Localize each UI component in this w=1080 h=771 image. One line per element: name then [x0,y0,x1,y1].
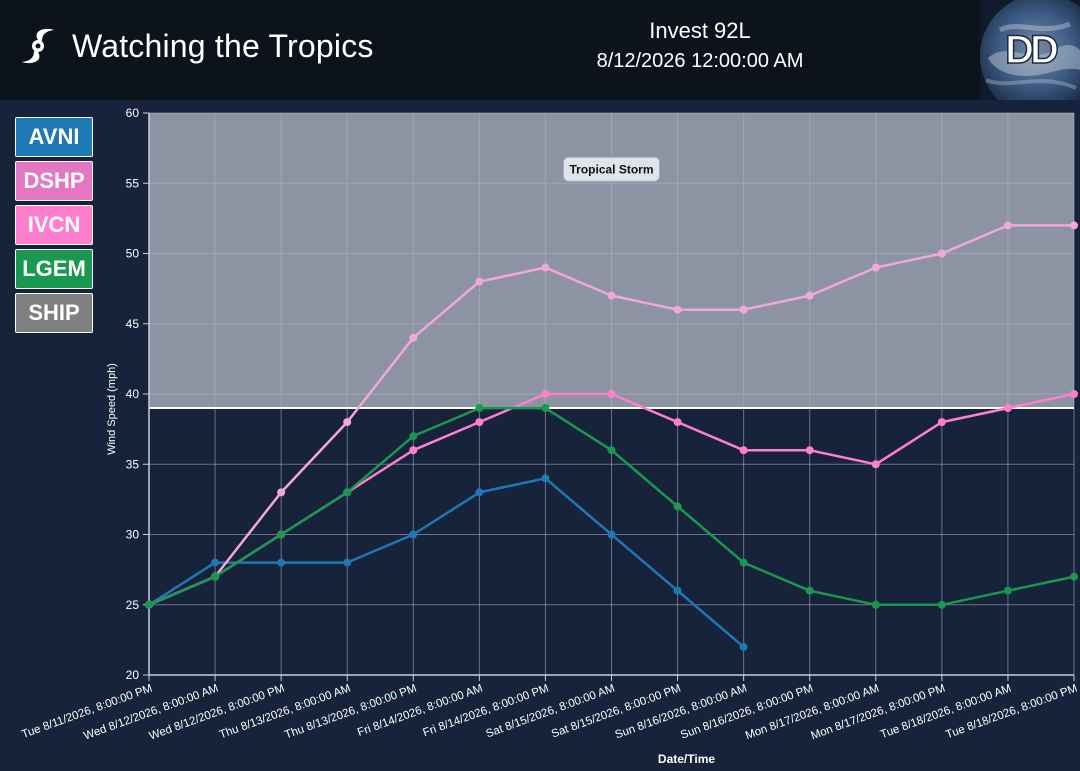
data-point-ivcn [1003,221,1012,230]
data-point-dshp [475,418,484,427]
data-point-avni [541,474,550,483]
data-point-dshp [1003,404,1012,413]
data-point-dshp [607,390,616,398]
brand[interactable]: Watching the Tropics [18,20,374,72]
data-point-avni [739,642,748,651]
data-point-lgem [673,502,682,511]
data-point-ivcn [871,263,880,272]
data-point-ivcn [475,277,484,286]
y-tick-label: 50 [126,247,140,261]
data-point-ivcn [739,305,748,314]
model-legend: AVNI DSHP IVCN LGEM SHIP [15,117,93,337]
data-point-lgem [871,600,880,609]
data-point-ivcn [277,488,286,497]
series-line-avni [148,477,745,648]
data-point-ivcn [673,305,682,314]
storm-info: Invest 92L 8/12/2026 12:00:00 AM [500,18,900,74]
y-axis-title: Wind Speed (mph) [106,363,118,455]
legend-item-ship[interactable]: SHIP [15,293,93,333]
data-point-avni [211,558,220,567]
data-point-ivcn [1070,221,1078,230]
legend-item-ivcn[interactable]: IVCN [15,205,93,245]
data-point-ivcn [541,263,550,272]
legend-item-lgem[interactable]: LGEM [15,249,93,289]
data-point-avni [409,530,418,539]
tropical-storm-label-box [563,156,660,182]
logo-letters: DD [1005,28,1058,72]
data-point-lgem [805,586,814,595]
y-tick-label: 30 [126,528,140,542]
data-point-lgem [211,572,220,581]
data-point-lgem [343,488,352,497]
data-point-avni [607,530,616,539]
data-point-lgem [937,600,946,609]
data-point-lgem [607,446,616,455]
data-point-dshp [805,446,814,455]
data-point-ivcn [805,291,814,300]
tropical-storm-label: Tropical Storm [569,163,653,177]
y-tick-label: 20 [126,668,140,682]
storm-time: 8/12/2026 12:00:00 AM [596,50,804,72]
data-point-lgem [541,404,550,413]
storm-name: Invest 92L [649,18,751,43]
data-point-avni [343,558,352,567]
data-point-ivcn [409,333,418,342]
y-tick-label: 45 [126,317,140,331]
data-point-lgem [739,558,748,567]
data-point-avni [475,488,484,497]
data-point-ivcn [937,249,946,258]
data-point-lgem [409,432,418,441]
data-point-dshp [409,446,418,455]
y-tick-label: 25 [126,598,140,612]
logo-icon[interactable]: DD [980,0,1080,100]
data-point-dshp [739,446,748,455]
data-point-dshp [1070,390,1078,398]
data-point-avni [673,586,682,595]
legend-item-dshp[interactable]: DSHP [15,161,93,201]
y-tick-label: 55 [126,176,140,190]
data-point-dshp [871,460,880,469]
header-bar: Watching the Tropics Invest 92L 8/12/202… [0,0,1080,100]
data-point-ivcn [607,291,616,300]
data-point-dshp [541,390,550,398]
data-point-lgem [1003,586,1012,595]
data-point-avni [277,558,286,567]
data-point-dshp [937,418,946,427]
y-tick-label: 40 [126,387,140,401]
app-title: Watching the Tropics [72,27,374,64]
legend-item-avni[interactable]: AVNI [15,117,93,157]
data-point-lgem [145,600,153,609]
x-axis-title: Date/Time [658,752,715,766]
y-tick-label: 35 [126,457,140,471]
x-tick-label: Fri 8/14/2026, 8:00:00 AM [356,683,484,740]
data-point-lgem [1070,572,1078,581]
hurricane-icon [22,28,54,64]
data-point-dshp [673,418,682,427]
data-point-lgem [277,530,286,539]
data-point-lgem [475,404,484,413]
data-point-ivcn [343,418,352,427]
y-tick-label: 60 [126,106,140,120]
